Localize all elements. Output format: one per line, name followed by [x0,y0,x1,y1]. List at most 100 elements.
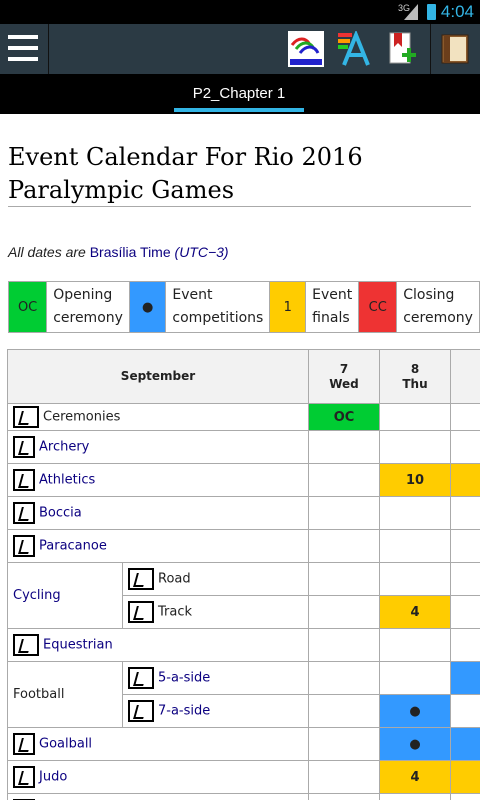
athletics-icon [13,469,35,491]
cell-5side-8 [379,661,451,695]
battery-icon [427,4,436,20]
event-calendar-table: September 7 Wed 8 Thu Ceremonies OC Archer… [7,349,480,800]
add-bookmark-icon[interactable] [386,31,418,67]
cell-paracanoe-9 [450,529,480,563]
judo-icon [13,766,35,788]
chapters-book-icon[interactable] [438,31,474,67]
cell-ceremonies-8 [379,403,451,431]
legend-table: OC Opening ceremony ● Event competitions 1… [7,281,480,333]
discipline-7-a-side: 7-a-side [122,694,309,728]
cell-judo-9 [450,760,480,794]
cell-track-9 [450,595,480,629]
cell-equestrian-7 [308,628,380,662]
timezone-note: All dates are Brasília Time (UTC−3) [8,244,229,260]
sport-equestrian: Equestrian [7,628,309,662]
clock: 4:04 [440,2,474,21]
goalball-link[interactable]: Goalball [39,736,93,752]
table-row: Athletics 10 [7,463,480,497]
cell-road-9 [450,562,480,596]
cell-track-7 [308,595,380,629]
cell-athletics-8: 10 [379,463,451,497]
cell-track-8: 4 [379,595,451,629]
cell-goalball-7 [308,727,380,761]
sport-cycling: Cycling [7,562,123,629]
cell-archery-8 [379,430,451,464]
table-row: Equestrian [7,628,480,662]
legend-closing-swatch: CC [358,281,398,333]
archery-icon [13,436,35,458]
judo-link[interactable]: Judo [39,769,68,785]
legend-competitions-label: Event competitions [165,281,271,333]
table-row [7,793,480,800]
cell-road-7 [308,562,380,596]
track-cycling-icon [128,601,154,623]
brasilia-time-link[interactable]: Brasília Time [89,244,171,260]
status-bar: 3G 4:04 [0,0,480,24]
cell-boccia-9 [450,496,480,530]
discipline-road: Road [122,562,309,596]
archery-link[interactable]: Archery [39,439,90,455]
day-header-next [450,349,480,404]
day-header-8: 8 Thu [379,349,451,404]
sport-judo: Judo [7,760,309,794]
football-7-a-side-icon [128,700,154,722]
toolbar-divider [48,24,49,74]
cell-goalball-9 [450,727,480,761]
legend-opening-swatch: OC [7,281,48,333]
sport-next [7,793,309,800]
sport-goalball: Goalball [7,727,309,761]
paralympic-agitos-icon [13,406,39,428]
legend-closing-label: Closing ceremony [396,281,480,333]
tab-p2-chapter-1[interactable]: P2_Chapter 1 [192,85,286,102]
table-row: Track 4 [8,595,480,629]
goalball-icon [13,733,35,755]
table-row: Archery [7,430,480,464]
5-a-side-link[interactable]: 5-a-side [158,670,211,686]
boccia-link[interactable]: Boccia [39,505,82,521]
table-row: Cycling Road [7,562,480,629]
boccia-icon [13,502,35,524]
cell-archery-9 [450,430,480,464]
page-title: Event Calendar For Rio 2016 Paralympic G… [8,143,363,204]
cell-next-8 [379,793,451,800]
cell-boccia-7 [308,496,380,530]
cell-5side-7 [308,661,380,695]
equestrian-link[interactable]: Equestrian [43,637,113,653]
sport-boccia: Boccia [7,496,309,530]
table-row: Football 5-a-side [7,661,480,728]
cell-athletics-7 [308,463,380,497]
utc-offset-link[interactable]: (UTC−3) [174,244,229,260]
table-row: Boccia [7,496,480,530]
cell-equestrian-8 [379,628,451,662]
sport-archery: Archery [7,430,309,464]
cell-judo-7 [308,760,380,794]
road-cycling-icon [128,568,154,590]
legend-finals-label: Event finals [305,281,360,333]
paracanoe-link[interactable]: Paracanoe [39,538,107,554]
table-row: Goalball ● [7,727,480,761]
legend-competitions-swatch: ● [128,281,167,333]
cell-paracanoe-7 [308,529,380,563]
cell-archery-7 [308,430,380,464]
tab-bar: P2_Chapter 1 [0,74,480,114]
sport-paracanoe: Paracanoe [7,529,309,563]
legend-finals-swatch: 1 [269,281,307,333]
7-a-side-link[interactable]: 7-a-side [158,703,211,719]
paralympic-logo-icon[interactable] [288,31,324,67]
toolbar-divider [430,24,431,74]
app-toolbar [0,24,480,74]
cell-next-9 [450,793,480,800]
signal-icon [404,4,418,20]
table-row: Paracanoe [7,529,480,563]
cell-ceremonies-9 [450,403,480,431]
cell-equestrian-9 [450,628,480,662]
athletics-link[interactable]: Athletics [39,472,96,488]
cycling-link[interactable]: Cycling [13,588,61,603]
menu-icon[interactable] [0,24,48,74]
legend-opening-label: Opening ceremony [46,281,130,333]
sport-football: Football [7,661,123,728]
font-size-icon[interactable] [336,29,372,67]
title-divider [8,206,471,207]
sport-ceremonies: Ceremonies [7,403,309,431]
cell-judo-8: 4 [379,760,451,794]
